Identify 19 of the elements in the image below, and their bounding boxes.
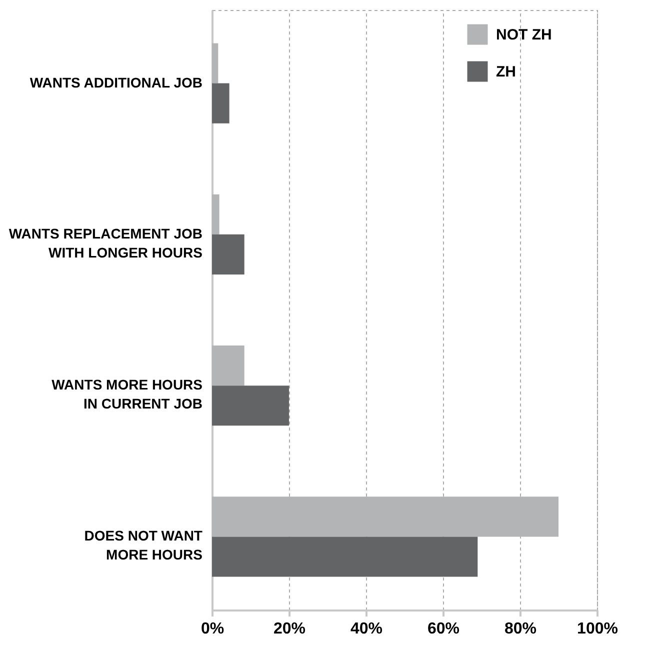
bar xyxy=(212,83,230,124)
y-tick-label: DOES NOT WANT MORE HOURS xyxy=(84,528,203,563)
y-tick-label: WANTS REPLACEMENT JOB WITH LONGER HOURS xyxy=(8,225,202,260)
x-tick-label: 0% xyxy=(200,620,224,638)
y-tick-label: WANTS ADDITIONAL JOB xyxy=(30,74,202,90)
bar xyxy=(212,536,478,577)
x-tick-label: 60% xyxy=(427,620,460,638)
bar xyxy=(212,234,244,274)
x-tick-label: 80% xyxy=(504,620,537,638)
bar xyxy=(212,43,218,84)
x-tick-label: 100% xyxy=(577,620,618,638)
bar xyxy=(212,386,289,426)
x-tick-label: 20% xyxy=(273,620,306,638)
bar xyxy=(212,346,244,386)
legend-label: NOT ZH xyxy=(496,26,552,44)
bar xyxy=(212,194,220,234)
x-tick-label: 40% xyxy=(350,620,383,638)
y-tick-label: WANTS MORE HOURS IN CURRENT JOB xyxy=(52,376,202,412)
legend-label: ZH xyxy=(496,64,516,80)
